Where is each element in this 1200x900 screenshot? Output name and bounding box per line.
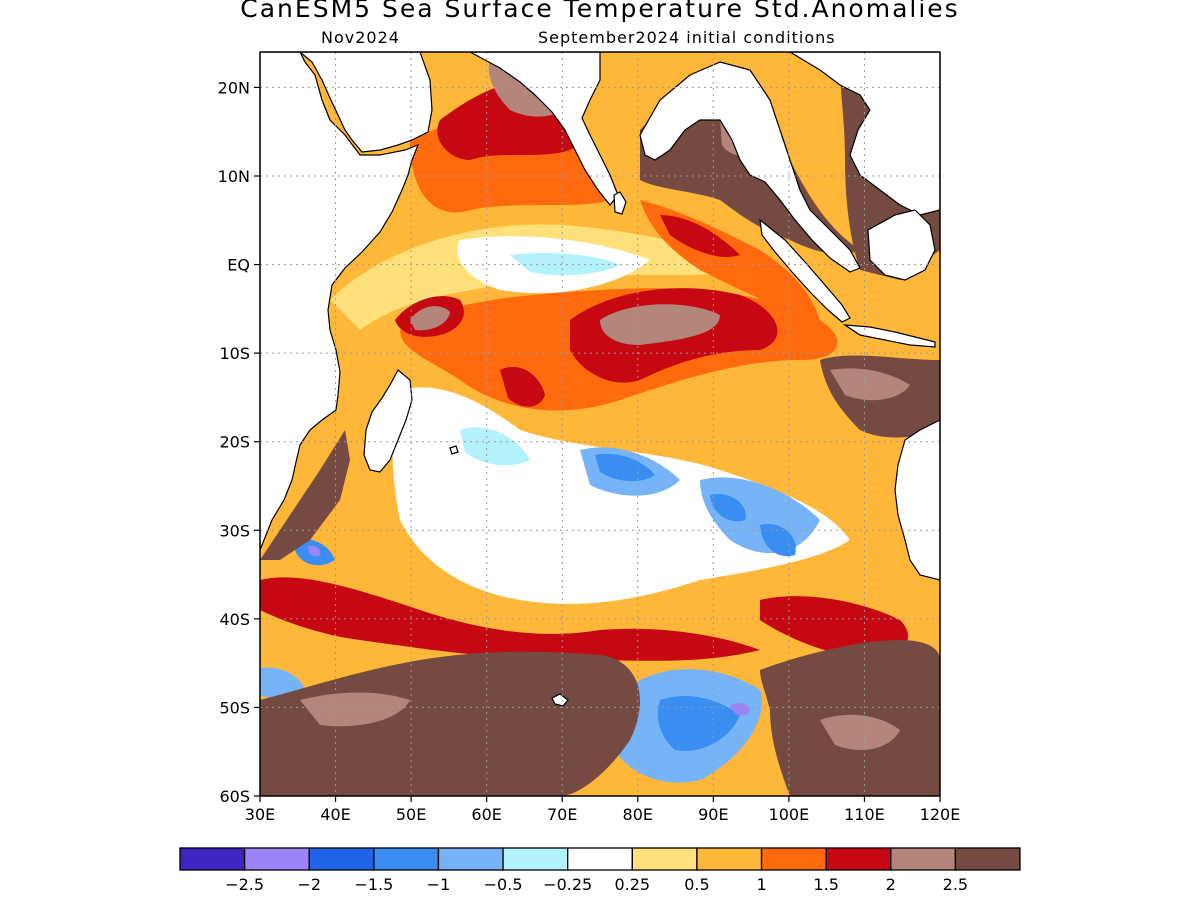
sumatra-landmass [759, 218, 851, 323]
arabia-landmass [299, 52, 433, 153]
anomaly-patch-blue [657, 695, 740, 751]
anomaly-patch-purple [730, 702, 751, 716]
colorbar-label: 1.5 [813, 875, 838, 894]
initial-conditions: September2024 initial conditions [538, 28, 836, 47]
colorbar-swatch [567, 847, 633, 871]
colorbar-swatch [631, 847, 698, 871]
map-grid [260, 52, 940, 796]
indochina-landmass [788, 52, 940, 216]
anomaly-patch-blue [595, 453, 655, 482]
colorbar-swatch [825, 847, 892, 871]
mascarene-island [449, 445, 459, 455]
colorbar-swatch [243, 847, 310, 871]
lon-tick-label: 50E [396, 805, 426, 824]
sri-lanka-landmass [613, 191, 627, 215]
lon-tick-label: 70E [547, 805, 577, 824]
india-landmass [469, 52, 619, 206]
land-layer [260, 52, 940, 707]
anomaly-patch-blue [710, 494, 746, 522]
lon-tick-label: 120E [920, 805, 961, 824]
anomaly-ring-darkred [260, 577, 760, 661]
latitude-axis: 20N 10N EQ 10S 20S 30S 40S 50S 60S [218, 78, 260, 806]
colorbar-swatch [890, 847, 957, 871]
colorbar-label: 1 [756, 875, 766, 894]
colorbar-swatch [502, 847, 569, 871]
map-title: CanESM5 Sea Surface Temperature Std.Anom… [240, 0, 960, 23]
anomaly-coastal-brown [260, 430, 350, 560]
colorbar-label: 2 [886, 875, 896, 894]
lat-tick-label: 10N [218, 167, 250, 186]
anomaly-patch-blue [260, 667, 305, 699]
anomaly-coastal-pink [830, 368, 910, 401]
map-frame [259, 51, 941, 797]
colorbar: −2.5 −2 −1.5 −1 −0.5 −0.25 0.25 0.5 1 1.5 2 2.5 [179, 847, 1021, 894]
lon-tick-label: 90E [698, 805, 728, 824]
anomaly-patch-blue [760, 524, 796, 557]
lat-tick-label: EQ [227, 256, 250, 275]
lon-tick-label: 60E [471, 805, 501, 824]
anomaly-patch-pink [600, 304, 720, 345]
lat-tick-label: 20N [218, 78, 250, 97]
lon-tick-label: 40E [320, 805, 350, 824]
africa-landmass [260, 52, 420, 551]
longitude-axis: 30E 40E 50E 60E 70E 80E 90E 100E 110E 120E [245, 796, 961, 824]
colorbar-swatch [696, 847, 763, 871]
lon-tick-label: 30E [245, 805, 275, 824]
anomaly-patch-purple [308, 545, 321, 557]
lat-tick-label: 60S [219, 787, 250, 806]
anomaly-patch-pink [300, 692, 410, 727]
kerguelen-island [551, 693, 569, 707]
colorbar-swatch [437, 847, 504, 871]
colorbar-label: −0.25 [543, 875, 592, 894]
southeast-asia-landmass [639, 61, 861, 273]
madagascar-landmass [363, 369, 413, 473]
anomaly-zone-lightcyan [510, 253, 620, 276]
anomaly-belt-brown [260, 651, 640, 796]
lon-tick-label: 100E [769, 805, 810, 824]
colorbar-swatch [954, 847, 1021, 871]
colorbar-label: −0.5 [484, 875, 523, 894]
colorbar-label: 0.5 [684, 875, 709, 894]
colorbar-label: −2 [297, 875, 321, 894]
lat-tick-label: 10S [219, 344, 250, 363]
colorbar-swatch [179, 847, 246, 871]
anomaly-zone-lightcyan [460, 427, 530, 466]
australia-landmass [894, 419, 940, 581]
colorbar-label: −1 [427, 875, 451, 894]
colorbar-label: −2.5 [225, 875, 264, 894]
lat-tick-label: 50S [219, 698, 250, 717]
borneo-landmass [867, 209, 936, 281]
lat-tick-label: 40S [219, 610, 250, 629]
lat-tick-label: 20S [219, 433, 250, 452]
lat-tick-label: 30S [219, 521, 250, 540]
java-landmass [842, 324, 936, 348]
anomaly-patch-darkred [660, 215, 740, 258]
anomaly-patch-pink [820, 714, 900, 750]
colorbar-swatch [373, 847, 440, 871]
anomaly-patch-darkred [500, 366, 545, 407]
colorbar-swatch [308, 847, 375, 871]
colorbar-label: 0.25 [614, 875, 650, 894]
colorbar-label: 2.5 [943, 875, 968, 894]
lon-tick-label: 110E [844, 805, 885, 824]
forecast-month: Nov2024 [321, 28, 400, 47]
lon-tick-label: 80E [623, 805, 653, 824]
anomaly-patch-pink [410, 306, 450, 331]
colorbar-swatch [760, 847, 827, 871]
colorbar-label: −1.5 [354, 875, 393, 894]
